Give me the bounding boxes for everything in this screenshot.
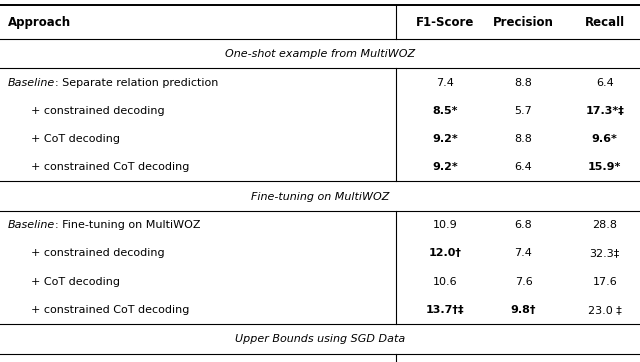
Text: 7.4: 7.4 — [436, 77, 454, 88]
Text: 6.8: 6.8 — [515, 220, 532, 230]
Text: 10.6: 10.6 — [433, 277, 457, 287]
Text: 13.7†‡: 13.7†‡ — [426, 305, 464, 315]
Text: + constrained decoding: + constrained decoding — [31, 106, 164, 116]
Text: 28.8: 28.8 — [592, 220, 618, 230]
Text: 10.9: 10.9 — [433, 220, 457, 230]
Text: 8.8: 8.8 — [515, 77, 532, 88]
Text: Recall: Recall — [585, 16, 625, 29]
Text: 6.4: 6.4 — [515, 162, 532, 172]
Text: 9.6*: 9.6* — [592, 134, 618, 144]
Text: 9.8†: 9.8† — [511, 305, 536, 315]
Text: Baseline: Baseline — [8, 77, 55, 88]
Text: 32.3‡: 32.3‡ — [589, 248, 620, 258]
Text: 17.6: 17.6 — [593, 277, 617, 287]
Text: One-shot example from MultiWOZ: One-shot example from MultiWOZ — [225, 49, 415, 59]
Text: 7.6: 7.6 — [515, 277, 532, 287]
Text: 17.3*‡: 17.3*‡ — [586, 106, 624, 116]
Text: : Fine-tuning on MultiWOZ: : Fine-tuning on MultiWOZ — [55, 220, 200, 230]
Text: + CoT decoding: + CoT decoding — [31, 277, 120, 287]
Text: 8.5*: 8.5* — [432, 106, 458, 116]
Text: 8.8: 8.8 — [515, 134, 532, 144]
Text: 9.2*: 9.2* — [432, 134, 458, 144]
Text: 9.2*: 9.2* — [432, 162, 458, 172]
Text: + constrained CoT decoding: + constrained CoT decoding — [31, 305, 189, 315]
Text: + CoT decoding: + CoT decoding — [31, 134, 120, 144]
Text: Precision: Precision — [493, 16, 554, 29]
Text: + constrained CoT decoding: + constrained CoT decoding — [31, 162, 189, 172]
Text: F1-Score: F1-Score — [415, 16, 474, 29]
Text: 23.0 ‡: 23.0 ‡ — [588, 305, 621, 315]
Text: : Separate relation prediction: : Separate relation prediction — [55, 77, 218, 88]
Text: 5.7: 5.7 — [515, 106, 532, 116]
Text: 15.9*: 15.9* — [588, 162, 621, 172]
Text: 6.4: 6.4 — [596, 77, 614, 88]
Text: Baseline: Baseline — [8, 220, 55, 230]
Text: 12.0†: 12.0† — [428, 248, 461, 258]
Text: Approach: Approach — [8, 16, 71, 29]
Text: Upper Bounds using SGD Data: Upper Bounds using SGD Data — [235, 334, 405, 344]
Text: 7.4: 7.4 — [515, 248, 532, 258]
Text: + constrained decoding: + constrained decoding — [31, 248, 164, 258]
Text: Fine-tuning on MultiWOZ: Fine-tuning on MultiWOZ — [251, 192, 389, 202]
